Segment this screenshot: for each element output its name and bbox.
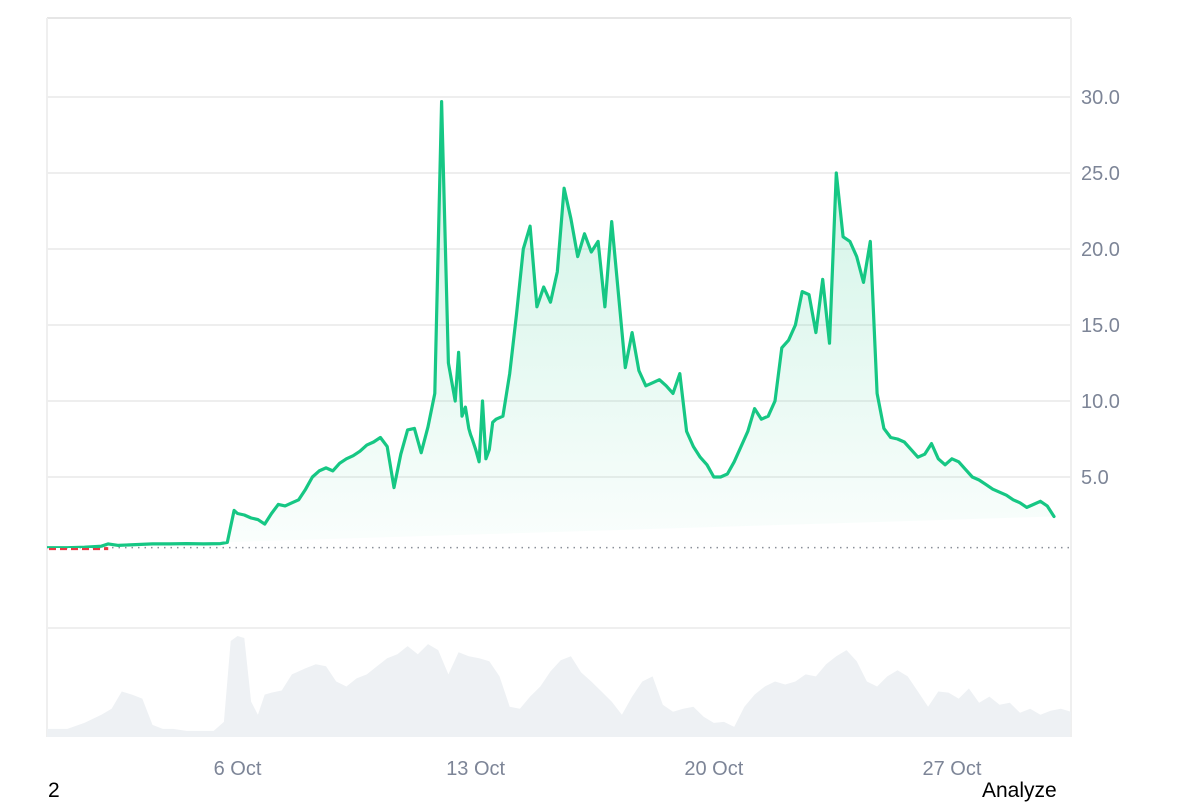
footer-left-text: 2 [48, 779, 60, 802]
x-tick-label: 13 Oct [446, 758, 505, 780]
y-tick-label: 25.0 [1081, 163, 1120, 185]
analyze-link[interactable]: Analyze [982, 779, 1057, 802]
y-tick-label: 15.0 [1081, 315, 1120, 337]
x-tick-label: 6 Oct [214, 758, 262, 780]
price-area-fill [47, 101, 1054, 548]
y-tick-label: 10.0 [1081, 391, 1120, 413]
x-tick-label: 27 Oct [922, 758, 981, 780]
plot-frame [46, 17, 1072, 737]
x-tick-label: 20 Oct [684, 758, 743, 780]
x-axis-labels: 6 Oct 13 Oct 20 Oct 27 Oct [214, 758, 982, 780]
y-tick-label: 30.0 [1081, 87, 1120, 109]
y-tick-label: 20.0 [1081, 239, 1120, 261]
volume-area [47, 636, 1071, 737]
y-tick-label: 5.0 [1081, 467, 1109, 489]
y-axis-labels: 30.0 25.0 20.0 15.0 10.0 5.0 [1081, 87, 1120, 489]
price-line [47, 100, 1056, 551]
